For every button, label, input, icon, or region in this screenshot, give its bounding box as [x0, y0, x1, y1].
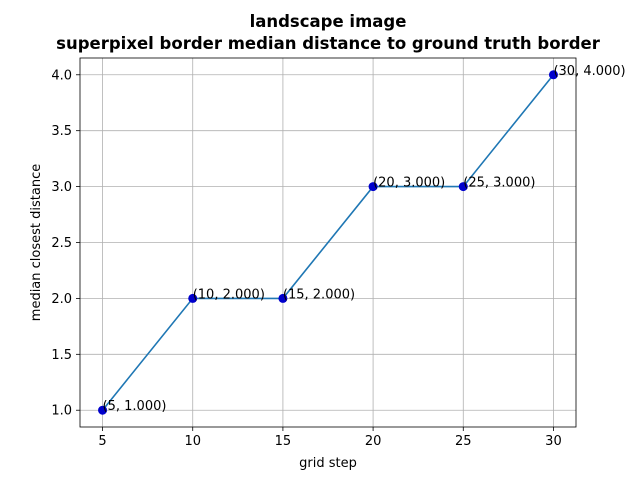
- x-tick-label: 25: [455, 434, 472, 449]
- series: [98, 70, 558, 415]
- data-point: [188, 293, 198, 303]
- data-point-label: (15, 2.000): [283, 287, 355, 302]
- data-point: [548, 70, 558, 80]
- y-tick-label: 4.0: [51, 68, 72, 83]
- y-tick-label: 2.0: [51, 292, 72, 307]
- y-tick-label: 1.0: [51, 404, 72, 419]
- x-axis-label: grid step: [299, 456, 357, 471]
- data-point-label: (30, 4.000): [553, 64, 625, 79]
- x-tick-label: 20: [365, 434, 382, 449]
- data-point-label: (20, 3.000): [373, 176, 445, 191]
- data-point: [368, 182, 378, 192]
- x-tick-label: 30: [545, 434, 562, 449]
- y-tick-label: 1.5: [51, 348, 72, 363]
- y-tick-label: 2.5: [51, 236, 72, 251]
- x-tick-label: 5: [98, 434, 106, 449]
- series-line: [101, 74, 555, 411]
- grid: [80, 58, 576, 427]
- data-point: [98, 405, 108, 415]
- y-tick-label: 3.5: [51, 124, 72, 139]
- data-labels: (5, 1.000) (10, 2.000) (15, 2.000) (20, 3.0…: [103, 64, 626, 414]
- y-axis-label: median closest distance: [29, 164, 44, 321]
- data-point-label: (25, 3.000): [463, 176, 535, 191]
- data-point: [458, 182, 468, 192]
- y-tick-label: 3.0: [51, 180, 72, 195]
- ticks: 5 10 15 20 25 30 1.0 1.5 2.0 2.5 3.0 3.5 4.0: [51, 68, 561, 449]
- chart-title: landscape image: [250, 12, 407, 31]
- data-point: [278, 293, 288, 303]
- x-tick-label: 15: [275, 434, 292, 449]
- chart-subtitle: superpixel border median distance to gro…: [56, 34, 601, 53]
- data-point-label: (5, 1.000): [103, 399, 167, 414]
- x-tick-label: 10: [184, 434, 201, 449]
- data-point-label: (10, 2.000): [193, 287, 265, 302]
